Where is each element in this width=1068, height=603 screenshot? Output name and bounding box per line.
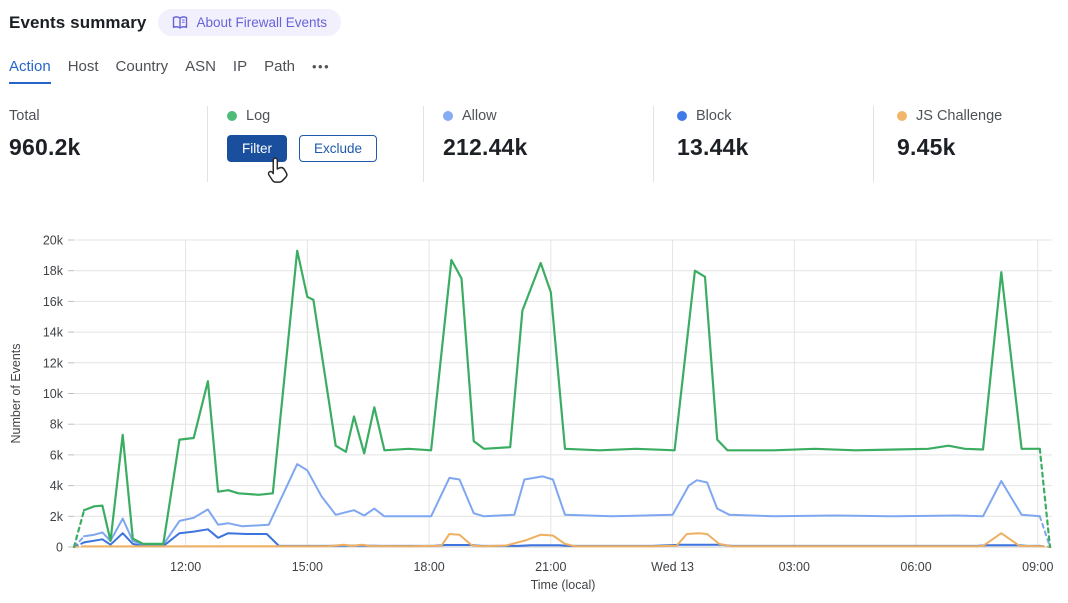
stat-js-challenge-label: JS Challenge [916,108,1003,124]
divider [873,106,874,182]
tab-ip[interactable]: IP [232,58,248,75]
svg-text:4k: 4k [50,479,64,493]
svg-text:12:00: 12:00 [170,560,201,574]
stat-allow: Allow 212.44k [443,108,528,161]
tab-country[interactable]: Country [115,58,169,75]
divider [653,106,654,182]
block-series-dot [677,111,687,121]
more-tabs-icon[interactable]: ••• [311,59,331,74]
svg-text:20k: 20k [43,234,64,248]
svg-text:18k: 18k [43,264,64,278]
svg-text:18:00: 18:00 [413,560,444,574]
svg-text:09:00: 09:00 [1022,560,1053,574]
stat-js-challenge: JS Challenge 9.45k [897,108,1002,161]
x-axis-label: Time (local) [531,578,596,592]
tab-bar: Action Host Country ASN IP Path ••• [9,58,330,84]
y-axis-label: Number of Events [9,343,23,443]
svg-text:Wed 13: Wed 13 [651,560,694,574]
svg-text:16k: 16k [43,295,64,309]
tab-host[interactable]: Host [67,58,99,75]
events-time-series-chart: 0 2k 4k 6k 8k 10k 12k 14k 16k 18k 20k 12:00 15:00 18:… [0,228,1068,598]
svg-text:15:00: 15:00 [292,560,323,574]
js-challenge-series-dot [897,111,907,121]
allow-series-dot [443,111,453,121]
stat-log-label: Log [246,108,271,124]
book-icon [173,16,188,29]
stats-row: Total 960.2k Log Filter Exclude Allow 21… [0,104,1068,184]
svg-text:21:00: 21:00 [535,560,566,574]
badge-label: About Firewall Events [196,15,328,30]
log-series-dot [227,111,237,121]
svg-text:2k: 2k [50,510,64,524]
svg-text:12k: 12k [43,356,64,370]
chart-canvas: 0 2k 4k 6k 8k 10k 12k 14k 16k 18k 20k 12:00 15:00 18:… [9,234,1053,593]
stat-total-value: 960.2k [9,134,81,160]
tab-action[interactable]: Action [9,58,51,84]
stat-allow-label: Allow [462,108,497,124]
tab-path[interactable]: Path [264,58,295,75]
stat-js-challenge-value: 9.45k [897,134,956,160]
svg-text:06:00: 06:00 [900,560,931,574]
stat-block-label: Block [696,108,732,124]
stat-total: Total 960.2k [9,108,81,161]
svg-text:03:00: 03:00 [779,560,810,574]
stat-total-label: Total [9,108,40,124]
stat-block: Block 13.44k [677,108,749,161]
filter-button[interactable]: Filter [227,135,287,162]
svg-text:10k: 10k [43,387,64,401]
divider [207,106,208,182]
stat-log: Log Filter Exclude [227,108,378,162]
tab-asn[interactable]: ASN [185,58,216,75]
page-title: Events summary [9,12,147,32]
svg-text:8k: 8k [50,418,64,432]
svg-text:6k: 6k [50,448,64,462]
stat-block-value: 13.44k [677,134,749,160]
stat-allow-value: 212.44k [443,134,528,160]
header: Events summary About Firewall Events [9,9,342,36]
svg-text:14k: 14k [43,326,64,340]
divider [423,106,424,182]
svg-text:0: 0 [56,541,63,555]
exclude-button[interactable]: Exclude [299,135,378,162]
about-firewall-events-badge[interactable]: About Firewall Events [158,9,342,36]
